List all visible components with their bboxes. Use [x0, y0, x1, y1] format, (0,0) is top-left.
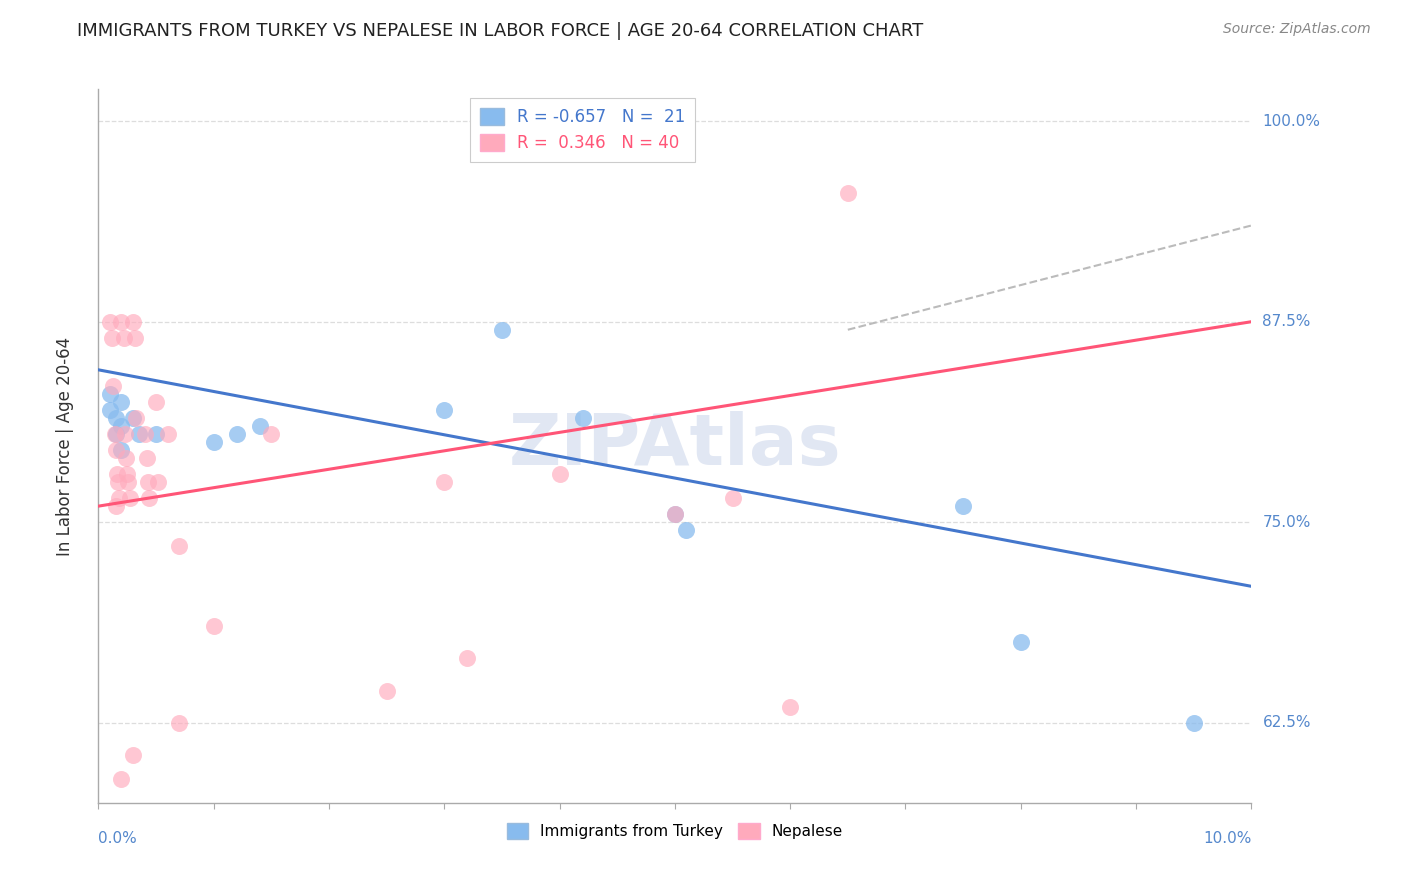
- Point: [571, 411, 593, 425]
- Point: [103, 427, 125, 442]
- Point: [117, 475, 139, 489]
- Point: [156, 427, 179, 442]
- Point: [664, 507, 686, 521]
- Point: [128, 427, 150, 442]
- Point: [456, 651, 478, 665]
- Point: [103, 379, 125, 393]
- Text: ZIPAtlas: ZIPAtlas: [509, 411, 841, 481]
- Point: [110, 419, 132, 434]
- Point: [98, 403, 121, 417]
- Point: [104, 427, 127, 442]
- Text: 87.5%: 87.5%: [1263, 314, 1310, 329]
- Point: [117, 467, 139, 481]
- Point: [114, 427, 136, 442]
- Text: 62.5%: 62.5%: [1263, 715, 1310, 731]
- Point: [104, 442, 127, 457]
- Point: [112, 331, 135, 345]
- Point: [225, 427, 247, 442]
- Point: [260, 427, 283, 442]
- Point: [134, 427, 156, 442]
- Point: [779, 699, 801, 714]
- Point: [837, 186, 859, 201]
- Point: [122, 315, 145, 329]
- Point: [104, 499, 127, 513]
- Point: [548, 467, 571, 481]
- Point: [145, 395, 167, 409]
- Point: [104, 411, 127, 425]
- Point: [122, 747, 145, 762]
- Text: Source: ZipAtlas.com: Source: ZipAtlas.com: [1223, 22, 1371, 37]
- Point: [952, 499, 974, 513]
- Point: [110, 772, 132, 786]
- Point: [375, 683, 398, 698]
- Text: 10.0%: 10.0%: [1204, 831, 1251, 847]
- Point: [110, 315, 132, 329]
- Text: 75.0%: 75.0%: [1263, 515, 1310, 530]
- Y-axis label: In Labor Force | Age 20-64: In Labor Force | Age 20-64: [56, 336, 75, 556]
- Point: [202, 619, 225, 633]
- Point: [110, 442, 132, 457]
- Point: [664, 507, 686, 521]
- Text: 100.0%: 100.0%: [1263, 114, 1320, 128]
- Point: [125, 411, 148, 425]
- Point: [145, 427, 167, 442]
- Point: [124, 331, 146, 345]
- Point: [433, 403, 456, 417]
- Text: 0.0%: 0.0%: [98, 831, 138, 847]
- Point: [98, 387, 121, 401]
- Point: [167, 539, 190, 553]
- Point: [138, 491, 160, 505]
- Point: [1010, 635, 1032, 649]
- Point: [115, 450, 138, 465]
- Point: [202, 435, 225, 450]
- Point: [101, 331, 124, 345]
- Point: [433, 475, 456, 489]
- Point: [122, 411, 145, 425]
- Point: [148, 475, 170, 489]
- Point: [118, 491, 141, 505]
- Point: [249, 419, 271, 434]
- Legend: Immigrants from Turkey, Nepalese: Immigrants from Turkey, Nepalese: [501, 817, 849, 845]
- Point: [110, 395, 132, 409]
- Text: IMMIGRANTS FROM TURKEY VS NEPALESE IN LABOR FORCE | AGE 20-64 CORRELATION CHART: IMMIGRANTS FROM TURKEY VS NEPALESE IN LA…: [77, 22, 924, 40]
- Point: [136, 475, 159, 489]
- Point: [1182, 715, 1205, 730]
- Point: [107, 475, 129, 489]
- Point: [491, 323, 513, 337]
- Point: [167, 715, 190, 730]
- Point: [675, 523, 697, 537]
- Point: [108, 491, 131, 505]
- Point: [721, 491, 744, 505]
- Point: [98, 315, 121, 329]
- Point: [105, 467, 128, 481]
- Point: [135, 450, 157, 465]
